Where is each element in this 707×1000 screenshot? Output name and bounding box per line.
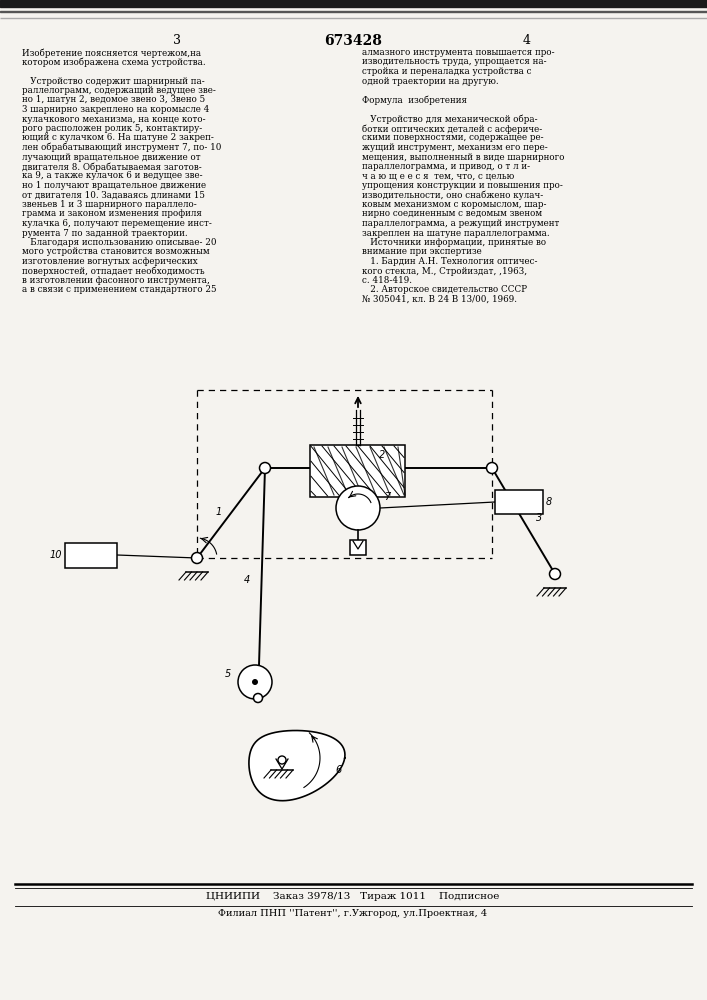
Text: 5: 5 <box>225 669 231 679</box>
Circle shape <box>254 694 262 702</box>
Text: стройка и переналадка устройства с: стройка и переналадка устройства с <box>362 67 532 76</box>
Text: рого расположен ролик 5, контактиру-: рого расположен ролик 5, контактиру- <box>22 124 202 133</box>
Text: кулачка 6, получают перемещение инст-: кулачка 6, получают перемещение инст- <box>22 219 212 228</box>
Circle shape <box>192 552 202 564</box>
Circle shape <box>278 756 286 764</box>
Circle shape <box>252 679 258 685</box>
Text: алмазного инструмента повышается про-: алмазного инструмента повышается про- <box>362 48 554 57</box>
Text: с. 418-419.: с. 418-419. <box>362 276 412 285</box>
Text: 4: 4 <box>523 34 531 47</box>
Text: 2. Авторское свидетельство СССР: 2. Авторское свидетельство СССР <box>362 286 527 294</box>
Text: румента 7 по заданной траектории.: румента 7 по заданной траектории. <box>22 229 187 237</box>
Text: 6: 6 <box>335 765 341 775</box>
Bar <box>0 0 707 7</box>
Text: Изобретение поясняется чертежом,на: Изобретение поясняется чертежом,на <box>22 48 201 57</box>
Circle shape <box>259 462 271 474</box>
Text: 1. Бардин А.Н. Технология оптичес-: 1. Бардин А.Н. Технология оптичес- <box>362 257 537 266</box>
Text: ботки оптических деталей с асфериче-: ботки оптических деталей с асфериче- <box>362 124 542 133</box>
Text: Благодаря использованию описывае- 20: Благодаря использованию описывае- 20 <box>22 238 216 247</box>
Text: параллелограмма, а режущий инструмент: параллелограмма, а режущий инструмент <box>362 219 559 228</box>
Bar <box>350 540 366 555</box>
Text: лен обрабатывающий инструмент 7, по- 10: лен обрабатывающий инструмент 7, по- 10 <box>22 143 221 152</box>
Text: Филиал ПНП ''Патент'', г.Ужгород, ул.Проектная, 4: Филиал ПНП ''Патент'', г.Ужгород, ул.Про… <box>218 909 488 918</box>
Circle shape <box>336 486 380 530</box>
Text: упрощения конструкции и повышения про-: упрощения конструкции и повышения про- <box>362 181 563 190</box>
Text: звеньев 1 и 3 шарнирного параллело-: звеньев 1 и 3 шарнирного параллело- <box>22 200 197 209</box>
Text: мещения, выполненный в виде шарнирного: мещения, выполненный в виде шарнирного <box>362 152 564 161</box>
Text: а в связи с применением стандартного 25: а в связи с применением стандартного 25 <box>22 286 216 294</box>
Text: изводительность труда, упрощается на-: изводительность труда, упрощается на- <box>362 57 547 66</box>
Text: 673428: 673428 <box>324 34 382 48</box>
Text: жущий инструмент, механизм его пере-: жущий инструмент, механизм его пере- <box>362 143 548 152</box>
Circle shape <box>549 568 561 580</box>
Text: параллелограмма, и привод, о т л и-: параллелограмма, и привод, о т л и- <box>362 162 530 171</box>
Text: 3 шарнирно закреплено на коромысле 4: 3 шарнирно закреплено на коромысле 4 <box>22 105 209 114</box>
Text: Источники информации, принятые во: Источники информации, принятые во <box>362 238 546 247</box>
Bar <box>310 445 405 497</box>
Text: лучающий вращательное движение от: лучающий вращательное движение от <box>22 152 201 161</box>
Text: ющий с кулачком 6. На шатуне 2 закреп-: ющий с кулачком 6. На шатуне 2 закреп- <box>22 133 214 142</box>
Text: поверхностей, отпадает необходимость: поверхностей, отпадает необходимость <box>22 266 204 276</box>
Text: 2: 2 <box>378 450 385 460</box>
Circle shape <box>486 462 498 474</box>
Text: № 305041, кл. В 24 В 13/00, 1969.: № 305041, кл. В 24 В 13/00, 1969. <box>362 295 517 304</box>
Text: изготовление вогнутых асферических: изготовление вогнутых асферических <box>22 257 198 266</box>
Text: одной траектории на другую.: одной траектории на другую. <box>362 77 498 86</box>
Text: нирно соединенным с ведомым звеном: нирно соединенным с ведомым звеном <box>362 210 542 219</box>
Text: двигателя 8. Обрабатываемая заготов-: двигателя 8. Обрабатываемая заготов- <box>22 162 201 172</box>
Text: грамма и законом изменения профиля: грамма и законом изменения профиля <box>22 210 202 219</box>
Text: раллелограмм, содержащий ведущее зве-: раллелограмм, содержащий ведущее зве- <box>22 86 216 95</box>
Text: скими поверхностями, содержащее ре-: скими поверхностями, содержащее ре- <box>362 133 544 142</box>
Text: ЦНИИПИ    Заказ 3978/13   Тираж 1011    Подписное: ЦНИИПИ Заказ 3978/13 Тираж 1011 Подписно… <box>206 892 500 901</box>
Text: 8: 8 <box>546 497 552 507</box>
Text: в изготовлении фасонного инструмента,: в изготовлении фасонного инструмента, <box>22 276 210 285</box>
Text: но 1, шатун 2, ведомое звено 3, Звено 5: но 1, шатун 2, ведомое звено 3, Звено 5 <box>22 96 205 104</box>
Text: от двигателя 10. Задаваясь длинами 15: от двигателя 10. Задаваясь длинами 15 <box>22 190 205 200</box>
Text: внимание при экспертизе: внимание при экспертизе <box>362 247 481 256</box>
Text: изводительности, оно снабжено кулач-: изводительности, оно снабжено кулач- <box>362 190 543 200</box>
Text: котором изображена схема устройства.: котором изображена схема устройства. <box>22 57 206 67</box>
Text: 10: 10 <box>49 550 62 560</box>
Text: ч а ю щ е е с я  тем, что, с целью: ч а ю щ е е с я тем, что, с целью <box>362 172 514 180</box>
Text: 3: 3 <box>535 513 542 523</box>
Bar <box>0 11 707 12</box>
Text: ка 9, а также кулачок 6 и ведущее зве-: ка 9, а также кулачок 6 и ведущее зве- <box>22 172 203 180</box>
Text: кулачкового механизма, на конце кото-: кулачкового механизма, на конце кото- <box>22 114 206 123</box>
Text: но 1 получают вращательное движение: но 1 получают вращательное движение <box>22 181 206 190</box>
Text: кого стекла, М., Стройиздат, ,1963,: кого стекла, М., Стройиздат, ,1963, <box>362 266 527 275</box>
Text: 1: 1 <box>216 507 222 517</box>
Text: закреплен на шатуне параллелограмма.: закреплен на шатуне параллелограмма. <box>362 229 549 237</box>
Text: ковым механизмом с коромыслом, шар-: ковым механизмом с коромыслом, шар- <box>362 200 547 209</box>
Bar <box>495 490 543 514</box>
Text: 3: 3 <box>173 34 181 47</box>
Polygon shape <box>249 731 345 801</box>
Text: Устройство для механической обра-: Устройство для механической обра- <box>362 114 537 124</box>
Text: Устройство содержит шарнирный па-: Устройство содержит шарнирный па- <box>22 77 205 86</box>
Circle shape <box>238 665 272 699</box>
Text: 7: 7 <box>384 492 390 502</box>
Text: мого устройства становится возможным: мого устройства становится возможным <box>22 247 209 256</box>
Text: Формула  изобретения: Формула изобретения <box>362 96 467 105</box>
Text: 4: 4 <box>243 575 250 585</box>
Bar <box>65 543 117 568</box>
